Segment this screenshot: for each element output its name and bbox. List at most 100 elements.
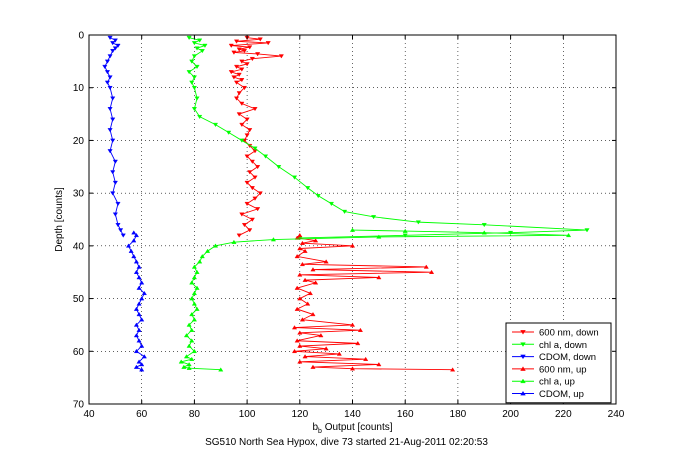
series-point <box>197 38 203 43</box>
series-point <box>252 146 258 151</box>
series-point <box>112 46 118 51</box>
series-point <box>278 54 284 59</box>
series-point <box>189 327 195 332</box>
series-point <box>205 248 211 253</box>
series-point <box>247 128 253 133</box>
series-point <box>191 290 197 296</box>
series-point <box>107 85 113 91</box>
series-point <box>328 201 334 207</box>
series-point <box>178 359 184 364</box>
series-point <box>297 246 303 251</box>
series-point <box>110 117 116 122</box>
legend-swatch-marker <box>520 330 526 335</box>
series-point <box>315 194 321 199</box>
series-point <box>302 248 308 253</box>
series-point <box>376 362 382 367</box>
series-point <box>194 285 200 290</box>
series-point <box>231 75 237 80</box>
series-point <box>191 41 197 46</box>
series-point <box>297 359 303 364</box>
legend-swatch-marker <box>520 378 526 384</box>
series-point <box>110 96 116 101</box>
y-tick-label: 60 <box>73 347 85 358</box>
series-5 <box>125 230 147 372</box>
series-point <box>189 80 195 85</box>
series-point <box>305 301 311 306</box>
series-point <box>191 317 197 322</box>
series-point <box>236 233 242 238</box>
y-tick-label: 20 <box>73 136 85 147</box>
series-0 <box>228 35 284 238</box>
series-4 <box>178 227 572 372</box>
x-axis-label: bb Output [counts] <box>312 422 392 435</box>
series-point <box>194 96 200 101</box>
caption-text: SG510 North Sea Hypox, dive 73 started 2… <box>205 437 488 448</box>
series-point <box>450 367 456 372</box>
series-point <box>189 280 195 285</box>
series-1 <box>186 35 590 241</box>
series-point <box>241 223 248 228</box>
series-point <box>199 254 205 259</box>
series-point <box>186 362 192 367</box>
x-axis-label-suffix: Output [counts] <box>322 422 393 433</box>
series-point <box>191 75 197 80</box>
x-axis-label-subscript: b <box>318 428 322 435</box>
grid-lines <box>89 35 616 404</box>
y-tick-label: 0 <box>78 31 84 42</box>
series-point <box>104 80 111 85</box>
series-point <box>323 259 329 264</box>
series-point <box>139 362 145 367</box>
series-point <box>228 43 234 48</box>
series-point <box>102 64 108 69</box>
series-point <box>236 47 242 52</box>
x-tick-label: 40 <box>83 409 95 420</box>
series-point <box>110 138 116 143</box>
axis-ticks: 40 60 80 100 120 140 160 180 200 220 240 0 10 20 30 40 5… <box>73 31 625 421</box>
x-tick-label: 120 <box>291 409 308 420</box>
series-point <box>294 285 300 290</box>
x-tick-label: 240 <box>608 409 625 420</box>
series-point <box>252 107 258 112</box>
series-point <box>189 338 195 343</box>
series-point <box>191 275 197 280</box>
series-point <box>244 154 250 159</box>
series-point <box>265 41 271 46</box>
series-point <box>183 354 190 359</box>
series-point <box>186 70 192 75</box>
series-point <box>566 232 572 238</box>
series-point <box>255 207 261 212</box>
series-point <box>294 338 300 343</box>
series-point <box>363 356 369 361</box>
x-tick-label: 200 <box>502 409 519 420</box>
series-point <box>202 43 208 48</box>
series-point <box>197 259 203 264</box>
series-point <box>239 101 245 106</box>
series-line <box>294 234 453 371</box>
series-point <box>194 64 200 69</box>
series-point <box>120 233 126 238</box>
series-line <box>188 37 588 239</box>
series-point <box>189 312 195 317</box>
series-point <box>336 351 342 356</box>
series-point <box>249 56 255 62</box>
series-point <box>257 37 263 42</box>
series-point <box>244 201 250 207</box>
x-tick-label: 160 <box>397 409 414 420</box>
series-point <box>247 170 253 175</box>
series-point <box>297 296 303 301</box>
series-point <box>141 290 147 296</box>
series-point <box>244 62 250 67</box>
series-point <box>233 96 240 101</box>
series-point <box>212 243 219 248</box>
series-point <box>191 264 197 269</box>
y-tick-label: 10 <box>73 83 85 94</box>
series-point <box>136 327 142 332</box>
series-point <box>252 175 258 180</box>
legend-entry-label: chl a, up <box>539 377 575 388</box>
series-point <box>244 180 250 185</box>
series-point <box>508 230 514 236</box>
series-point <box>139 367 145 372</box>
series-point <box>136 275 142 280</box>
series-point <box>128 248 134 253</box>
series-point <box>249 186 255 191</box>
